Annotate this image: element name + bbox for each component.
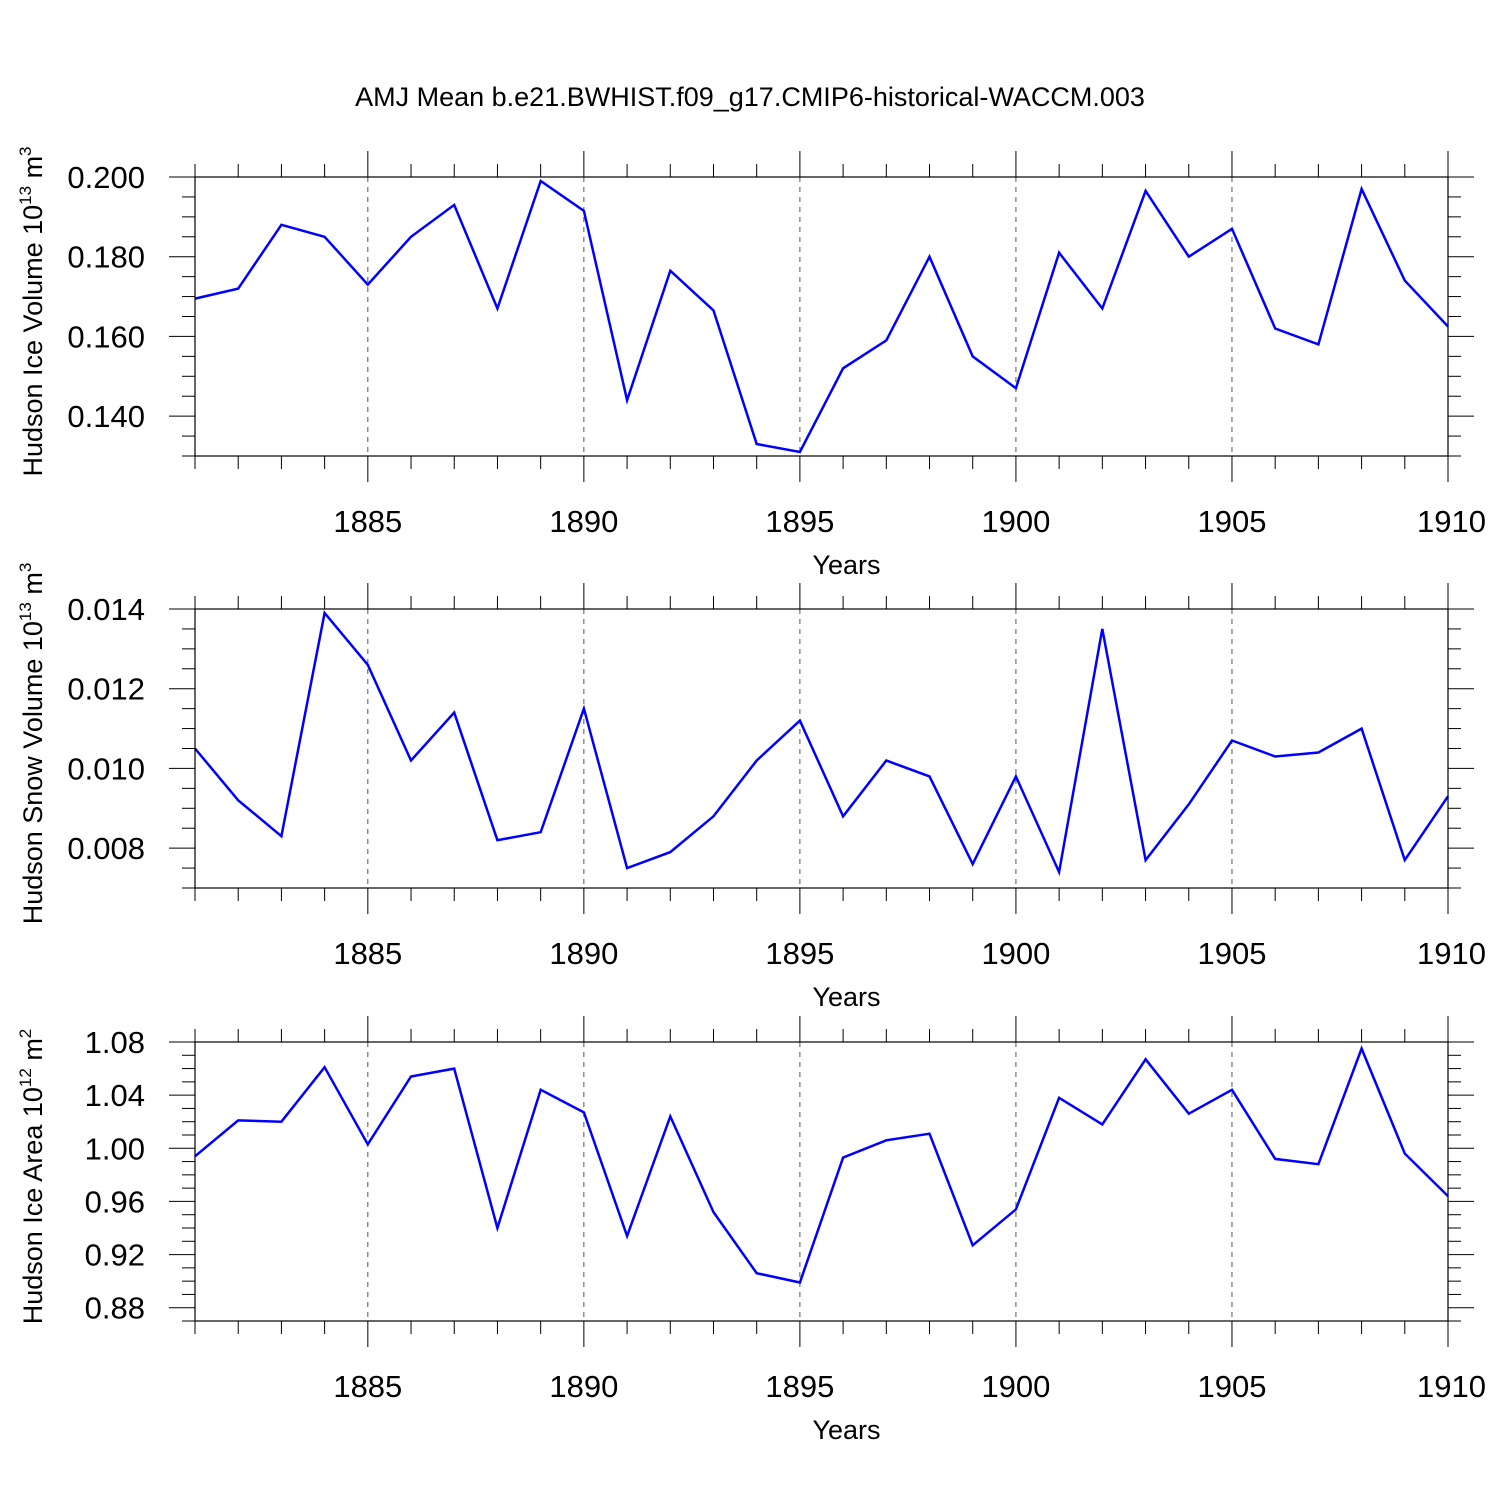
- chart-title: AMJ Mean b.e21.BWHIST.f09_g17.CMIP6-hist…: [355, 82, 1145, 112]
- y-tick-label: 0.88: [85, 1291, 145, 1326]
- y-axis-label: Hudson Ice Area 1012 m2: [16, 1029, 48, 1325]
- x-tick-label: 1890: [549, 1369, 618, 1404]
- x-tick-label: 1890: [549, 936, 618, 971]
- x-tick-label: 1895: [765, 504, 834, 539]
- x-tick-label: 1885: [333, 504, 402, 539]
- y-tick-label: 0.160: [67, 319, 145, 354]
- x-tick-label: 1890: [549, 504, 618, 539]
- x-tick-label: 1885: [333, 1369, 402, 1404]
- x-tick-label: 1900: [981, 936, 1050, 971]
- panel-snow-volume: 1885 1890 1895 1900 1905 1910 0.008 0.010 0.012 0…: [16, 563, 1486, 1012]
- x-tick-label: 1910: [1417, 1369, 1486, 1404]
- x-tick-label: 1885: [333, 936, 402, 971]
- y-tick-label: 0.010: [67, 751, 145, 786]
- x-tick-label: 1900: [981, 1369, 1050, 1404]
- series-line: [194, 179, 1449, 454]
- y-axis-label: Hudson Snow Volume 1013 m3: [16, 563, 48, 925]
- x-tick-label: 1895: [765, 936, 834, 971]
- y-tick-label: 0.180: [67, 240, 145, 275]
- y-tick-label: 0.008: [67, 831, 145, 866]
- y-tick-label: 0.92: [85, 1238, 145, 1273]
- y-tick-label: 0.140: [67, 399, 145, 434]
- x-tick-label: 1895: [765, 1369, 834, 1404]
- x-axis-label: Years: [812, 982, 880, 1012]
- y-tick-label: 0.012: [67, 672, 145, 707]
- x-tick-label: 1910: [1417, 504, 1486, 539]
- x-tick-label: 1905: [1197, 936, 1266, 971]
- y-tick-label: 0.014: [67, 592, 145, 627]
- y-tick-label: 0.96: [85, 1184, 145, 1219]
- x-tick-label: 1900: [981, 504, 1050, 539]
- y-tick-label: 1.08: [85, 1025, 145, 1060]
- y-tick-label: 0.200: [67, 160, 145, 195]
- x-axis-label: Years: [812, 1415, 880, 1445]
- x-tick-label: 1905: [1197, 1369, 1266, 1404]
- x-tick-label: 1910: [1417, 936, 1486, 971]
- series-line: [194, 1045, 1449, 1284]
- y-tick-label: 1.00: [85, 1131, 145, 1166]
- panel-ice-area: 1885 1890 1895 1900 1905 1910 0.88 0.92 0.96 1.00…: [16, 1016, 1486, 1445]
- x-axis-label: Years: [812, 550, 880, 580]
- panel-ice-volume: 1885 1890 1895 1900 1905 1910 0.140 0.160 0.180 0…: [16, 146, 1486, 580]
- y-tick-label: 1.04: [85, 1078, 145, 1113]
- x-tick-label: 1905: [1197, 504, 1266, 539]
- plot-frame: [194, 1041, 1449, 1322]
- series-line: [194, 610, 1450, 877]
- y-axis-label: Hudson Ice Volume 1013 m3: [16, 146, 48, 476]
